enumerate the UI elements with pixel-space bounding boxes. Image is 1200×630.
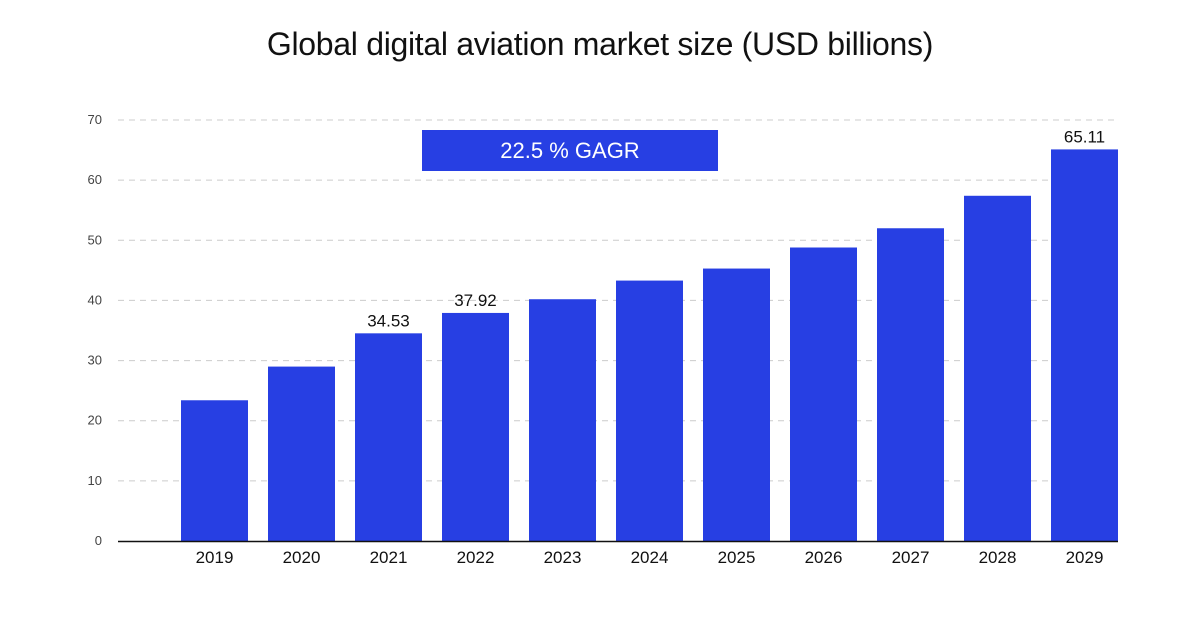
x-tick-label: 2020 xyxy=(283,548,321,567)
x-tick-label: 2026 xyxy=(805,548,843,567)
bar-2025 xyxy=(703,268,770,541)
y-tick-label: 60 xyxy=(88,172,102,187)
data-labels: 34.53 37.92 65.11 xyxy=(367,127,1105,330)
bar-2019 xyxy=(181,400,248,541)
bar-2029 xyxy=(1051,149,1118,541)
x-tick-label: 2024 xyxy=(631,548,669,567)
y-tick-label: 50 xyxy=(88,232,102,247)
bar-2028 xyxy=(964,195,1031,541)
y-tick-label: 70 xyxy=(88,112,102,127)
x-tick-label: 2025 xyxy=(718,548,756,567)
cagr-annotation-banner: 22.5 % GAGR xyxy=(422,130,718,171)
bars xyxy=(181,149,1118,541)
bar-2024 xyxy=(616,280,683,541)
bar-2023 xyxy=(529,299,596,541)
data-label-2029: 65.11 xyxy=(1064,127,1105,146)
bar-2027 xyxy=(877,228,944,541)
data-label-2021: 34.53 xyxy=(367,311,410,330)
x-tick-label: 2019 xyxy=(196,548,234,567)
chart-title: Global digital aviation market size (USD… xyxy=(266,26,934,62)
y-tick-label: 0 xyxy=(95,533,102,548)
x-axis-ticks: 2019 2020 2021 2022 2023 2024 2025 2026 2027 2028… xyxy=(196,548,1104,567)
bar-2026 xyxy=(790,247,857,541)
y-tick-label: 10 xyxy=(88,473,102,488)
x-tick-label: 2023 xyxy=(544,548,582,567)
y-tick-label: 40 xyxy=(88,292,102,307)
x-tick-label: 2021 xyxy=(370,548,408,567)
x-tick-label: 2027 xyxy=(892,548,930,567)
y-tick-label: 30 xyxy=(88,353,102,368)
bar-2021 xyxy=(355,333,422,541)
x-tick-label: 2028 xyxy=(979,548,1017,567)
x-tick-label: 2029 xyxy=(1066,548,1104,567)
y-axis-ticks: 0 10 20 30 40 50 60 70 xyxy=(88,112,102,548)
y-tick-label: 20 xyxy=(88,413,102,428)
x-tick-label: 2022 xyxy=(457,548,495,567)
bar-2020 xyxy=(268,366,335,541)
bar-2022 xyxy=(442,312,509,541)
data-label-2022: 37.92 xyxy=(454,291,497,310)
